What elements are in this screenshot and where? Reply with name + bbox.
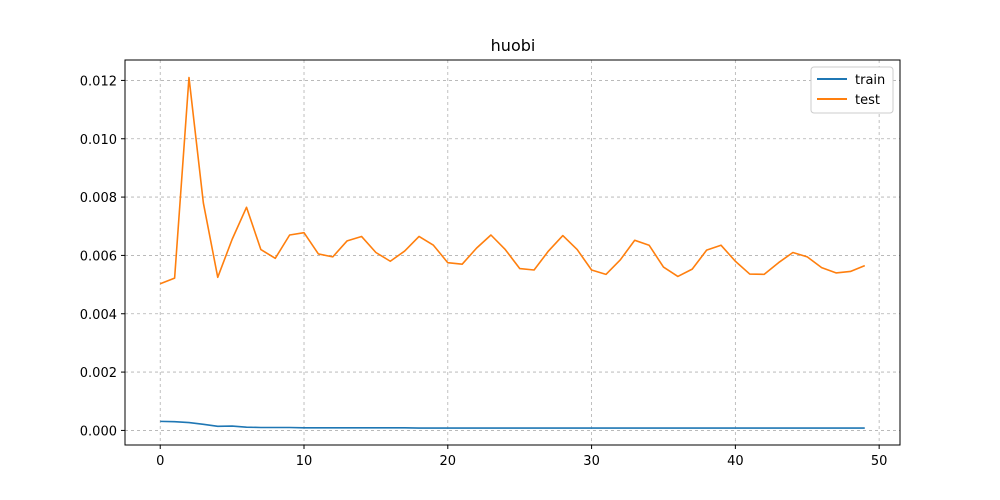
y-tick-label: 0.012	[80, 74, 117, 89]
y-tick-label: 0.002	[80, 366, 117, 381]
x-axis: 0 10 20 30 40 50	[156, 445, 887, 469]
legend-label-train: train	[855, 73, 885, 88]
x-tick-label: 30	[583, 454, 600, 469]
legend-label-test: test	[855, 93, 880, 108]
grid-lines	[125, 60, 900, 445]
plot-area-frame	[124, 59, 901, 446]
y-tick-label: 0.008	[80, 191, 117, 206]
x-tick-label: 0	[156, 454, 164, 469]
x-tick-label: 10	[296, 454, 313, 469]
x-tick-label: 20	[440, 454, 457, 469]
y-tick-label: 0.010	[80, 133, 117, 148]
series-line-train	[160, 420, 865, 429]
y-tick-label: 0.004	[80, 308, 117, 323]
series-lines	[159, 76, 866, 429]
y-tick-label: 0.006	[80, 249, 117, 264]
y-tick-label: 0.000	[80, 424, 117, 439]
x-tick-label: 40	[727, 454, 744, 469]
series-line-test	[159, 76, 866, 285]
y-axis: 0.000 0.002 0.004 0.006 0.008 0.010 0.012	[80, 74, 125, 439]
chart-title: huobi	[491, 36, 536, 55]
legend: train test	[810, 66, 894, 114]
x-tick-label: 50	[871, 454, 888, 469]
